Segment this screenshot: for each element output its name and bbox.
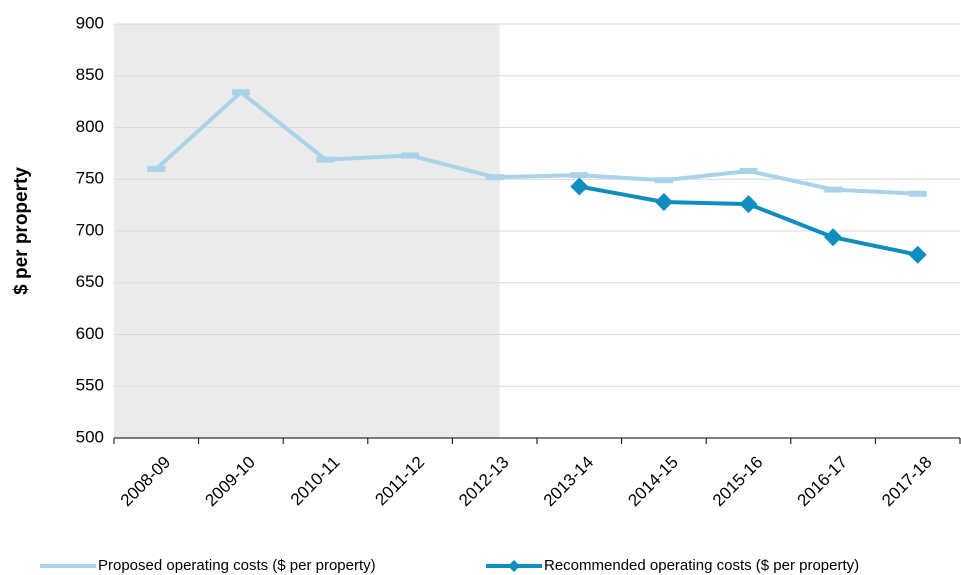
x-tick-label: 2012-13 <box>455 453 513 511</box>
y-tick-label: 900 <box>76 13 104 32</box>
point-marker <box>401 152 420 159</box>
point-marker <box>908 245 927 264</box>
point-marker <box>824 228 843 247</box>
point-marker <box>316 156 335 163</box>
x-tick-label: 2013-14 <box>540 453 598 511</box>
y-tick-label: 550 <box>76 376 104 395</box>
series-line <box>154 90 918 196</box>
x-tick-label: 2015-16 <box>709 453 767 511</box>
point-marker <box>147 165 166 172</box>
point-marker <box>739 195 758 214</box>
x-tick-label: 2008-09 <box>117 453 175 511</box>
y-tick-label: 750 <box>76 169 104 188</box>
x-tick-label: 2011-12 <box>371 453 428 510</box>
x-tick-label: 2010-11 <box>287 453 344 510</box>
y-tick-label: 700 <box>76 220 104 239</box>
legend-marker <box>508 560 520 572</box>
y-tick-label: 650 <box>76 272 104 291</box>
point-marker <box>231 89 250 96</box>
point-marker <box>485 174 504 181</box>
y-axis-title: $ per property <box>11 167 32 295</box>
legend-label: Recommended operating costs ($ per prope… <box>544 557 859 574</box>
y-tick-label: 500 <box>76 427 104 446</box>
point-marker <box>570 177 589 196</box>
point-marker <box>824 186 843 193</box>
point-marker <box>570 172 589 179</box>
x-tick-label: 2014-15 <box>624 453 682 511</box>
x-tick-label: 2009-10 <box>201 453 259 511</box>
point-marker <box>654 193 673 212</box>
legend-label: Proposed operating costs ($ per property… <box>98 557 376 574</box>
x-tick-label: 2016-17 <box>794 453 852 511</box>
point-marker <box>739 167 758 174</box>
x-tick-label: 2017-18 <box>878 453 936 511</box>
y-tick-label: 600 <box>76 324 104 343</box>
y-tick-label: 850 <box>76 65 104 84</box>
y-tick-label: 800 <box>76 117 104 136</box>
point-marker <box>908 190 927 197</box>
point-marker <box>654 177 673 184</box>
